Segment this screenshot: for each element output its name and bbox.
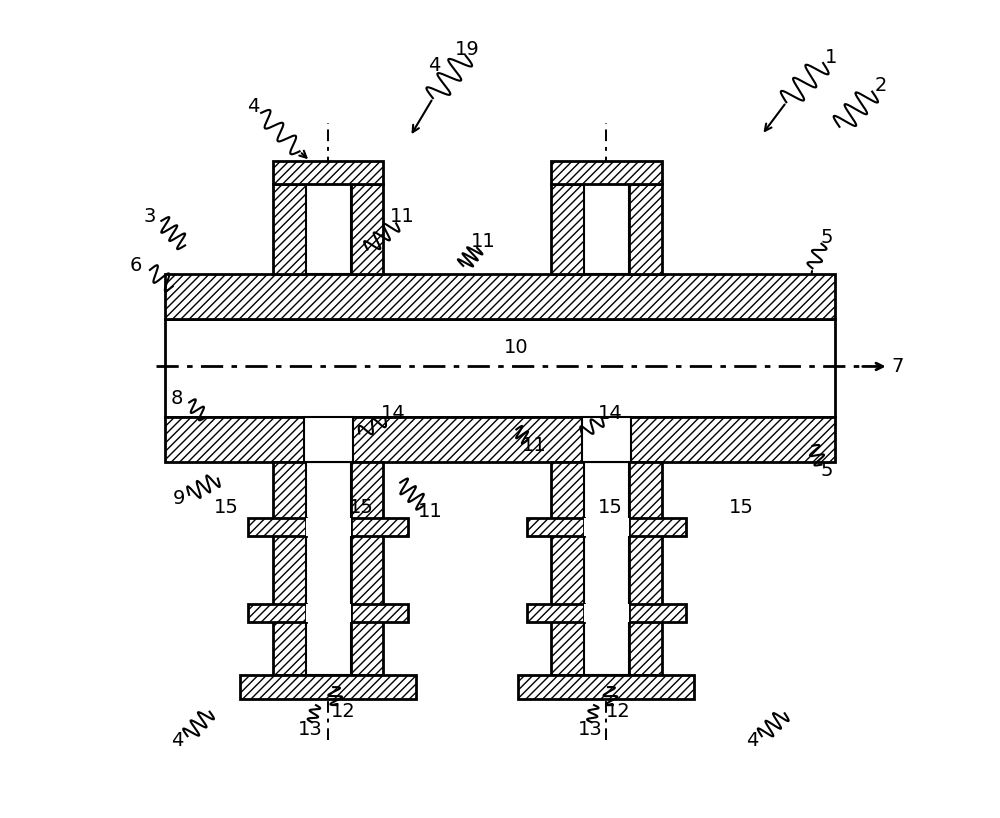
Text: 5: 5 [821,227,833,247]
Bar [351,184,383,274]
Bar [584,184,629,274]
Text: 2: 2 [874,76,887,96]
Text: 3: 3 [144,207,156,227]
Text: 14: 14 [598,404,623,424]
Text: 4: 4 [746,730,758,750]
Bar [527,518,584,536]
Bar [351,604,408,622]
Bar [273,161,383,184]
Bar [306,184,351,274]
Text: 15: 15 [598,497,623,517]
Bar [582,417,631,462]
Text: 4: 4 [428,56,441,75]
Bar [584,184,629,274]
Text: 19: 19 [455,39,480,59]
Bar [306,604,351,622]
Text: 13: 13 [298,720,323,739]
Bar [273,184,306,274]
Bar [351,518,408,536]
Text: 15: 15 [729,497,754,517]
Text: 8: 8 [171,389,183,408]
Bar [306,518,351,536]
Text: 15: 15 [214,497,238,517]
Bar [165,274,835,319]
Text: 9: 9 [173,489,186,509]
Bar [551,184,584,274]
Bar [629,462,662,675]
Bar [304,417,353,462]
Bar [584,462,629,675]
Bar [165,319,835,417]
Text: 12: 12 [331,702,355,721]
Bar [351,462,383,675]
Text: 4: 4 [247,97,259,116]
Text: 11: 11 [418,501,443,521]
Bar [629,184,662,274]
Bar [551,161,662,184]
Text: 6: 6 [130,256,142,276]
Text: 10: 10 [504,338,529,357]
Bar [306,462,351,675]
Bar [584,518,629,536]
Bar [629,518,686,536]
Bar [306,462,351,675]
Bar [551,462,584,675]
Text: 14: 14 [381,404,406,424]
Bar [165,417,835,462]
Bar [306,184,351,274]
Bar [273,462,306,675]
Bar [584,462,629,675]
Text: 13: 13 [578,720,602,739]
Text: 11: 11 [522,436,547,456]
Bar [248,518,306,536]
Text: 11: 11 [389,207,414,227]
Bar [248,604,306,622]
Text: 4: 4 [171,730,183,750]
Bar [518,675,694,699]
Text: 7: 7 [891,357,903,376]
Bar [527,604,584,622]
Text: 1: 1 [825,47,837,67]
Text: 5: 5 [821,461,833,480]
Text: 12: 12 [606,702,631,721]
Text: 15: 15 [349,497,373,517]
Bar [240,675,416,699]
Text: 11: 11 [471,231,496,251]
Bar [584,604,629,622]
Bar [629,604,686,622]
